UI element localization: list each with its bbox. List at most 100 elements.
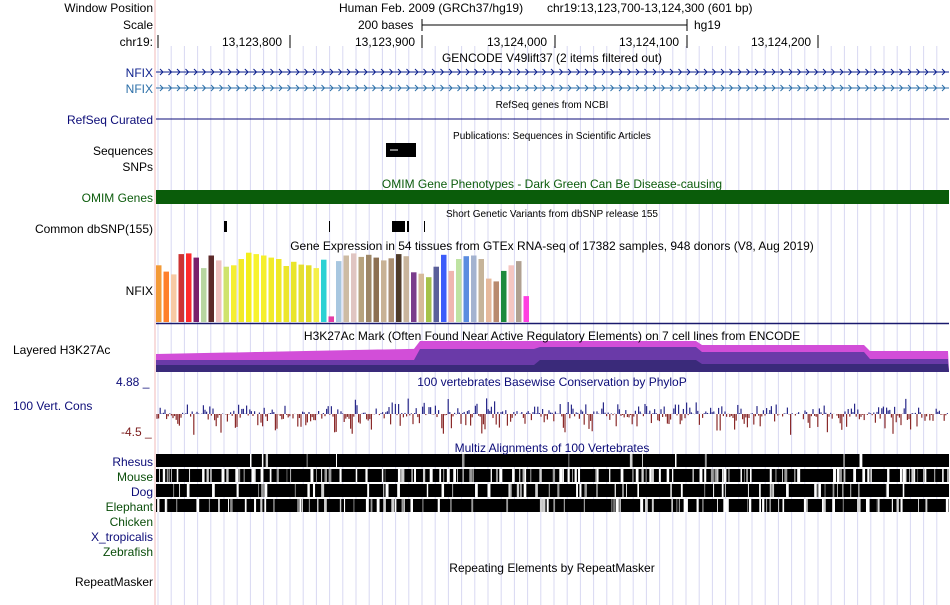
multiz-mismatch (747, 484, 749, 497)
multiz-mismatch (299, 499, 302, 512)
gtex-tissue-bar (516, 261, 522, 322)
multiz-species-elephant[interactable]: Elephant (105, 500, 153, 514)
gtex-tissue-bar (493, 281, 499, 322)
multiz-mismatch (680, 484, 683, 497)
multiz-mismatch (308, 499, 310, 512)
multiz-mismatch (650, 469, 654, 482)
dbsnp-variant-mark (407, 221, 409, 232)
multiz-mismatch (166, 499, 168, 512)
gtex-tissue-bar (478, 259, 484, 322)
multiz-mismatch (723, 469, 726, 482)
multiz-mismatch (383, 499, 386, 512)
multiz-mismatch (297, 499, 299, 512)
multiz-mismatch (403, 499, 405, 512)
multiz-mismatch (620, 499, 621, 512)
gtex-tissue-bar (291, 261, 297, 322)
gencode-item-nfix[interactable]: NFIX (125, 66, 153, 80)
omim-phenotype-bar (156, 190, 949, 204)
multiz-mismatch (439, 469, 442, 482)
omim-track-label[interactable]: OMIM Genes (81, 191, 153, 205)
multiz-mismatch (905, 469, 907, 482)
multiz-mismatch (254, 469, 256, 482)
multiz-mismatch (772, 484, 775, 497)
multiz-species-xtropicalis[interactable]: X_tropicalis (90, 530, 153, 544)
multiz-mismatch (725, 499, 729, 512)
multiz-mismatch (576, 484, 579, 497)
multiz-species-mouse[interactable]: Mouse (116, 470, 153, 484)
multiz-mismatch (179, 484, 181, 497)
multiz-mismatch (876, 499, 878, 512)
multiz-mismatch (896, 499, 899, 512)
multiz-mismatch (462, 469, 464, 482)
gtex-tissue-bar (156, 265, 162, 322)
gtex-tissue-bar (261, 255, 267, 322)
multiz-mismatch (487, 484, 491, 497)
repeatmasker-track-label[interactable]: RepeatMasker (74, 575, 153, 589)
multiz-mismatch (450, 499, 452, 512)
gtex-tissue-bar (306, 265, 312, 322)
multiz-mismatch (301, 499, 303, 512)
multiz-mismatch (885, 484, 888, 497)
multiz-mismatch (909, 469, 910, 482)
multiz-species-dog[interactable]: Dog (130, 485, 153, 499)
refseq-track-label[interactable]: RefSeq Curated (66, 113, 153, 127)
gtex-tissue-bar (448, 270, 454, 322)
publications-snps-label[interactable]: SNPs (122, 160, 153, 174)
multiz-mismatch (324, 469, 327, 482)
multiz-mismatch (370, 499, 373, 512)
gtex-tissue-bar (411, 272, 417, 322)
gtex-tissue-bar (313, 268, 319, 322)
multiz-mismatch (632, 469, 634, 482)
multiz-mismatch (699, 469, 703, 482)
multiz-mismatch (850, 484, 852, 497)
multiz-mismatch (704, 484, 706, 497)
multiz-mismatch (524, 469, 527, 482)
multiz-mismatch (611, 499, 613, 512)
gtex-tissue-bar (501, 270, 507, 322)
multiz-mismatch (236, 484, 239, 497)
multiz-mismatch (472, 469, 474, 482)
multiz-mismatch (749, 469, 752, 482)
multiz-gap (250, 454, 252, 467)
multiz-mismatch (716, 469, 719, 482)
multiz-mismatch (475, 484, 478, 497)
multiz-species-zebrafish[interactable]: Zebrafish (102, 545, 153, 559)
gtex-track-label[interactable]: NFIX (125, 284, 153, 298)
multiz-species-chicken[interactable]: Chicken (109, 515, 153, 529)
multiz-mismatch (858, 484, 860, 497)
h3k27ac-track-label[interactable]: Layered H3K27Ac (13, 343, 111, 357)
multiz-mismatch (900, 499, 903, 512)
multiz-mismatch (942, 469, 944, 482)
multiz-mismatch (914, 469, 916, 482)
position-readout: chr19:13,123,700-13,124,300 (601 bp) (547, 1, 753, 15)
multiz-mismatch (548, 484, 550, 497)
multiz-mismatch (563, 499, 565, 512)
multiz-mismatch (376, 499, 380, 512)
gtex-tissue-bar (336, 261, 342, 322)
multiz-mismatch (724, 469, 727, 482)
multiz-mismatch (595, 469, 597, 482)
multiz-mismatch (762, 499, 765, 512)
gencode-item-nfix-2[interactable]: NFIX (125, 82, 153, 96)
gtex-tissue-bar (381, 260, 387, 322)
multiz-mismatch (443, 469, 445, 482)
multiz-mismatch (629, 454, 633, 467)
multiz-mismatch (833, 469, 836, 482)
multiz-mismatch (727, 499, 729, 512)
multiz-mismatch (290, 469, 292, 482)
gtex-tissue-bar (523, 296, 529, 322)
multiz-mismatch (637, 484, 639, 497)
multiz-mismatch (173, 484, 175, 497)
gtex-tissue-bar (426, 277, 432, 322)
publications-sequences-label[interactable]: Sequences (92, 144, 153, 158)
multiz-mismatch (221, 469, 225, 482)
multiz-mismatch (310, 469, 314, 482)
multiz-species-rhesus[interactable]: Rhesus (112, 455, 153, 469)
multiz-mismatch (844, 469, 846, 482)
dbsnp-track-label[interactable]: Common dbSNP(155) (34, 222, 153, 236)
gtex-tissue-bar (216, 260, 222, 322)
multiz-mismatch (306, 454, 308, 467)
conservation-track-label[interactable]: 100 Vert. Cons (13, 399, 93, 413)
multiz-mismatch (843, 469, 846, 482)
